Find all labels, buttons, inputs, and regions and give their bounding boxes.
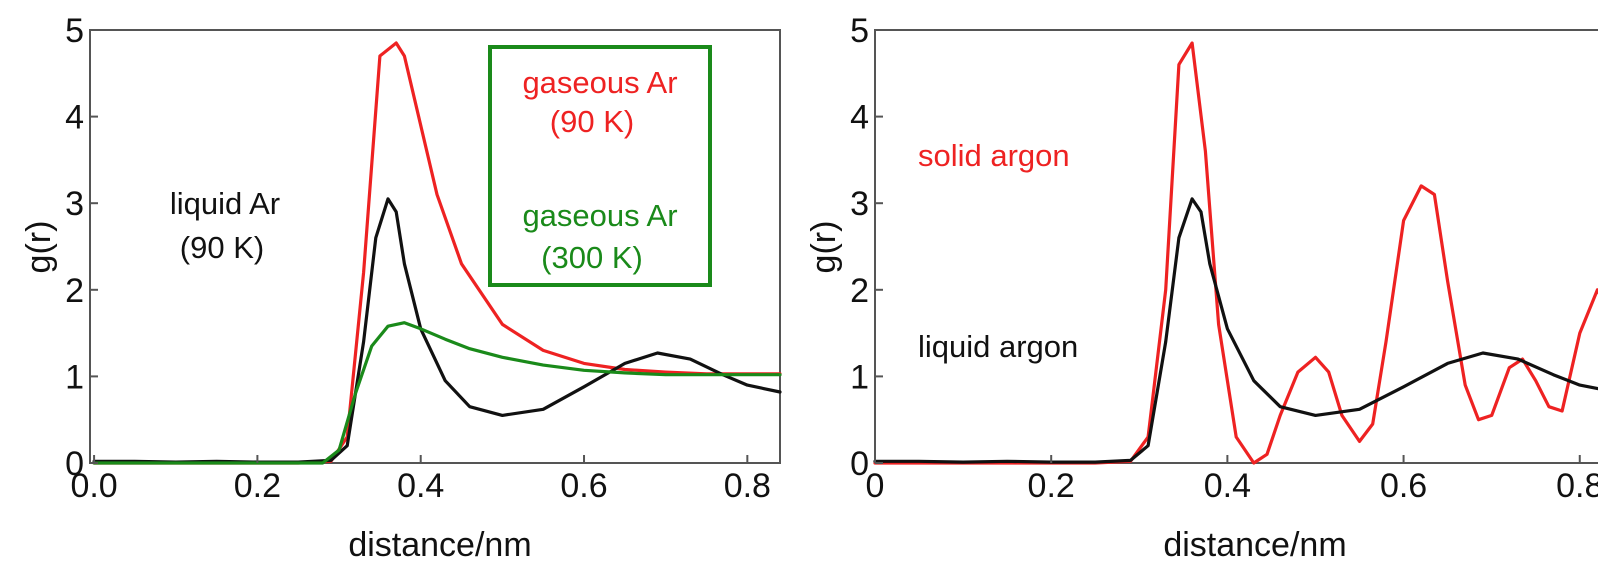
y-tick-label: 0 (850, 445, 869, 483)
y-tick-label: 0 (65, 445, 84, 483)
annotation-solid-argon: solid argon (918, 138, 1070, 173)
series-line-0 (873, 41, 1598, 465)
series-line-2 (92, 321, 782, 465)
axes-layer: 0.0 0.2 0.4 0.6 0.8 0 1 2 3 4 5 (65, 12, 771, 505)
y-tick-label: 3 (65, 185, 84, 223)
axes-layer: 0 0.2 0.4 0.6 0.8 0 1 2 3 4 5 (850, 12, 1598, 505)
x-tick-label: 0.8 (724, 467, 771, 505)
x-tick-label: 0.8 (1556, 467, 1598, 505)
plot-frame (874, 29, 1598, 464)
annotation-liquid-ar: liquid Ar (170, 186, 280, 221)
y-tick-label: 3 (850, 185, 869, 223)
x-tick-label: 0.0 (70, 467, 117, 505)
x-axis-label: distance/nm (1163, 526, 1346, 561)
y-tick-label: 1 (850, 358, 869, 396)
annotation-liquid-ar-temp: (90 K) (180, 230, 264, 265)
series-layer (873, 41, 1598, 465)
plot-frame (89, 29, 781, 464)
legend-box: gaseous Ar (90 K) gaseous Ar (300 K) (488, 45, 712, 287)
y-tick-label: 2 (850, 272, 869, 310)
legend-gaseous-300-line2: (300 K) (541, 240, 643, 275)
y-tick-label: 4 (65, 99, 84, 137)
left-chart: 0.0 0.2 0.4 0.6 0.8 0 1 2 3 4 5 distance/nm g(r) l… (20, 12, 782, 561)
x-tick-label: 0.6 (560, 467, 607, 505)
x-tick-label: 0.2 (1028, 467, 1075, 505)
y-tick-label: 2 (65, 272, 84, 310)
y-tick-label: 5 (850, 12, 869, 50)
y-tick-label: 5 (65, 12, 84, 50)
y-tick-label: 1 (65, 358, 84, 396)
x-tick-label: 0.4 (397, 467, 444, 505)
x-axis-label: distance/nm (348, 526, 531, 561)
legend-gaseous-300-line1: gaseous Ar (522, 198, 677, 233)
legend-frame (488, 45, 712, 287)
x-tick-label: 0.2 (234, 467, 281, 505)
y-axis-label: g(r) (805, 221, 843, 274)
legend-gaseous-90-line1: gaseous Ar (522, 65, 677, 100)
x-tick-label: 0.6 (1380, 467, 1427, 505)
x-tick-label: 0 (866, 467, 885, 505)
y-axis-label: g(r) (20, 221, 58, 274)
right-chart: 0 0.2 0.4 0.6 0.8 0 1 2 3 4 5 distance/nm g(r) sol… (805, 12, 1598, 561)
legend-gaseous-90-line2: (90 K) (550, 104, 634, 139)
x-tick-label: 0.4 (1204, 467, 1251, 505)
y-tick-label: 4 (850, 99, 869, 137)
annotation-liquid-argon: liquid argon (918, 329, 1078, 364)
